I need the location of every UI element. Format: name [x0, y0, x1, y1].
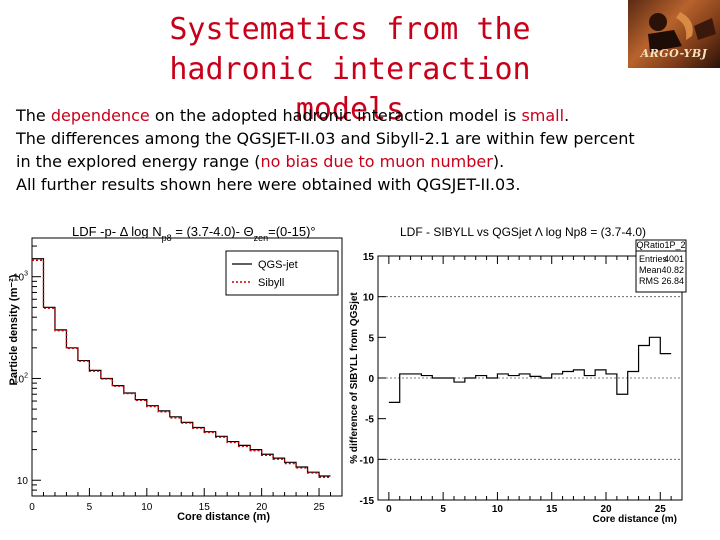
- ldf-legend: QGS-jet Sibyll: [225, 250, 339, 296]
- difference-x-tick-label: 5: [440, 504, 446, 515]
- ldf-legend-box: [225, 250, 339, 296]
- argo-ybj-logo: ARGO-YBJ: [628, 0, 720, 68]
- ldf-x-tick-label: 20: [256, 502, 268, 513]
- stats-box-key: Mean: [639, 265, 662, 275]
- ldf-series: [32, 258, 331, 478]
- ldf-x-tick-label: 0: [29, 502, 35, 513]
- difference-chart-svg: LDF - SIBYLL vs QGSjet Λ log Np8 = (3.7-…: [349, 225, 687, 525]
- ldf-x-axis-label: Core distance (m): [177, 511, 270, 523]
- text-run: .: [564, 106, 570, 125]
- sibyll-vs-qgsjet-chart: LDF - SIBYLL vs QGSjet Λ log Np8 = (3.7-…: [344, 218, 688, 540]
- paragraph-line-1: The dependence on the adopted hadronic i…: [16, 104, 696, 127]
- text-run: The: [16, 106, 51, 125]
- difference-x-tick-label: 25: [655, 504, 667, 515]
- difference-y-tick-label: -5: [365, 415, 374, 426]
- difference-x-tick-label: 10: [492, 504, 504, 515]
- stats-box-value: 4001: [664, 254, 684, 264]
- highlight-small: small: [521, 106, 565, 125]
- slide-title: Systematics from the hadronic interactio…: [120, 10, 580, 130]
- logo-artwork: [648, 12, 716, 52]
- difference-x-axis-label: Core distance (m): [593, 514, 677, 525]
- stats-box-value: 26.84: [661, 276, 684, 286]
- ldf-x-tick-label: 10: [141, 502, 153, 513]
- ldf-legend-sibyll-label: Sibyll: [258, 277, 284, 289]
- ldf-chart-title: LDF -p- Δ log Np8 = (3.7-4.0)- Θzen=(0-1…: [72, 224, 316, 243]
- ldf-sibyll-line: [32, 259, 331, 478]
- paragraph-line-3: in the explored energy range (no bias du…: [16, 150, 696, 173]
- ldf-x-tick-label: 25: [313, 502, 325, 513]
- difference-y-axis-label: % difference of SIBYLL from QGSjet: [349, 292, 360, 464]
- difference-y-tick-label: 0: [368, 374, 374, 385]
- difference-x-tick-label: 15: [546, 504, 558, 515]
- difference-axes: 0 5 10 15 20 25 -15 -10 -5 0 5 10 15: [360, 252, 683, 515]
- ldf-plot-frame: [31, 237, 343, 497]
- stats-box-value: 40.82: [661, 265, 684, 275]
- difference-y-tick-label: 10: [363, 293, 375, 304]
- ldf-y-axis-label: Particle density (m⁻²): [8, 274, 20, 385]
- title-line-1: Systematics from the: [169, 12, 531, 47]
- stats-box-frame: [635, 239, 687, 293]
- paragraph-line-2: The differences among the QGSJET-II.03 a…: [16, 129, 635, 148]
- stats-box-name: QRatio1P_2: [636, 240, 685, 250]
- stats-box-key: RMS: [639, 276, 659, 286]
- paragraph-line-4: All further results shown here were obta…: [16, 175, 521, 194]
- difference-x-tick-label: 0: [386, 504, 392, 515]
- difference-y-tick-label: 15: [363, 252, 375, 263]
- title-line-2: hadronic interaction models: [169, 52, 531, 127]
- difference-series-line: [388, 336, 672, 403]
- logo-text: ARGO-YBJ: [640, 47, 708, 60]
- difference-x-tick-label: 20: [600, 504, 612, 515]
- ldf-chart-svg: LDF -p- Δ log Np8 = (3.7-4.0)- Θzen=(0-1…: [8, 224, 343, 523]
- difference-y-tick-label: -10: [360, 455, 375, 466]
- ldf-x-tick-label: 5: [87, 502, 93, 513]
- difference-chart-title: LDF - SIBYLL vs QGSjet Λ log Np8 = (3.7-…: [400, 225, 646, 239]
- difference-y-tick-label: -15: [360, 496, 375, 507]
- text-run: ).: [492, 152, 505, 171]
- ldf-y-tick-label: 10: [17, 476, 29, 487]
- text-run: on the adopted hadronic interaction mode…: [149, 106, 522, 125]
- ldf-x-tick-label: 15: [199, 502, 211, 513]
- ldf-legend-qgs-label: QGS-jet: [258, 259, 298, 271]
- difference-series: [388, 336, 672, 403]
- highlight-no-bias: no bias due to muon number: [260, 152, 493, 171]
- body-paragraph: The dependence on the adopted hadronic i…: [16, 104, 696, 196]
- ldf-chart: LDF -p- Δ log Np8 = (3.7-4.0)- Θzen=(0-1…: [0, 218, 360, 540]
- text-run: in the explored energy range (: [16, 152, 261, 171]
- highlight-dependence: dependence: [50, 106, 150, 125]
- difference-y-tick-label: 5: [368, 333, 374, 344]
- stats-box-key: Entries: [639, 254, 668, 264]
